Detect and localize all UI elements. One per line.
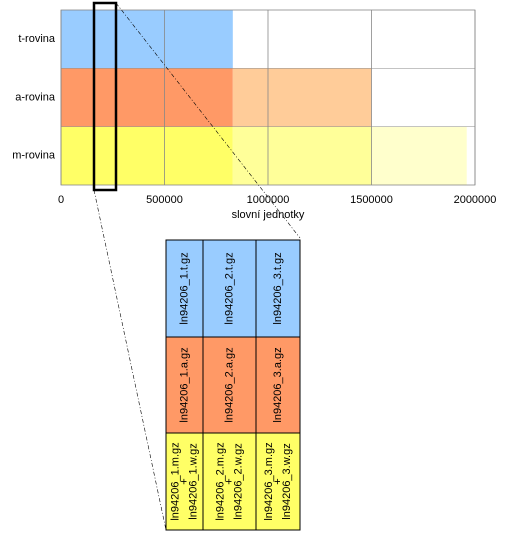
bar-segment (61, 68, 233, 127)
detail-file-name: ln94206_3.a.gz (272, 347, 284, 422)
detail-file-name: ln94206_2.a.gz (223, 347, 235, 422)
x-tick-label: 500000 (146, 194, 183, 206)
detail-file-name: ln94206_1.a.gz (178, 347, 190, 422)
bar-segment (232, 68, 372, 127)
detail-cell (255, 432, 301, 531)
detail-file-name: ln94206_2.m.gz (214, 442, 226, 520)
detail-file-name: + (272, 478, 284, 484)
x-tick-label: 1000000 (247, 194, 290, 206)
detail-cell (165, 336, 204, 434)
bar-segment (61, 126, 233, 185)
bar-segment (232, 126, 372, 185)
x-tick-label: 2000000 (454, 194, 497, 206)
x-tick-label: 0 (58, 194, 64, 206)
y-tick-label: m-rovina (12, 150, 56, 162)
zoom-box (92, 1, 118, 192)
detail-file-name: ln94206_1.w.gz (187, 443, 199, 519)
x-axis-label: slovní jednotky (232, 209, 305, 221)
detail-file-name: ln94206_2.w.gz (232, 443, 244, 519)
detail-cell (165, 432, 204, 531)
bar-segment (61, 10, 233, 69)
bar-segment (371, 126, 467, 185)
y-tick-label: t-rovina (18, 33, 56, 45)
detail-cell (255, 336, 301, 434)
detail-cell (202, 432, 257, 531)
detail-file-name: ln94206_3.w.gz (281, 443, 293, 519)
plot-frame (60, 9, 476, 186)
detail-file-name: ln94206_1.t.gz (178, 252, 190, 324)
y-tick-label: a-rovina (15, 91, 56, 103)
detail-file-name: + (223, 478, 235, 484)
detail-file-name: ln94206_2.t.gz (223, 252, 235, 324)
x-tick-label: 1500000 (350, 194, 393, 206)
detail-cell (255, 239, 301, 338)
detail-file-name: ln94206_1.m.gz (169, 442, 181, 520)
detail-file-name: ln94206_3.t.gz (272, 252, 284, 324)
detail-file-name: + (178, 478, 190, 484)
zoom-line (93, 189, 167, 531)
detail-file-name: ln94206_3.m.gz (263, 442, 275, 520)
